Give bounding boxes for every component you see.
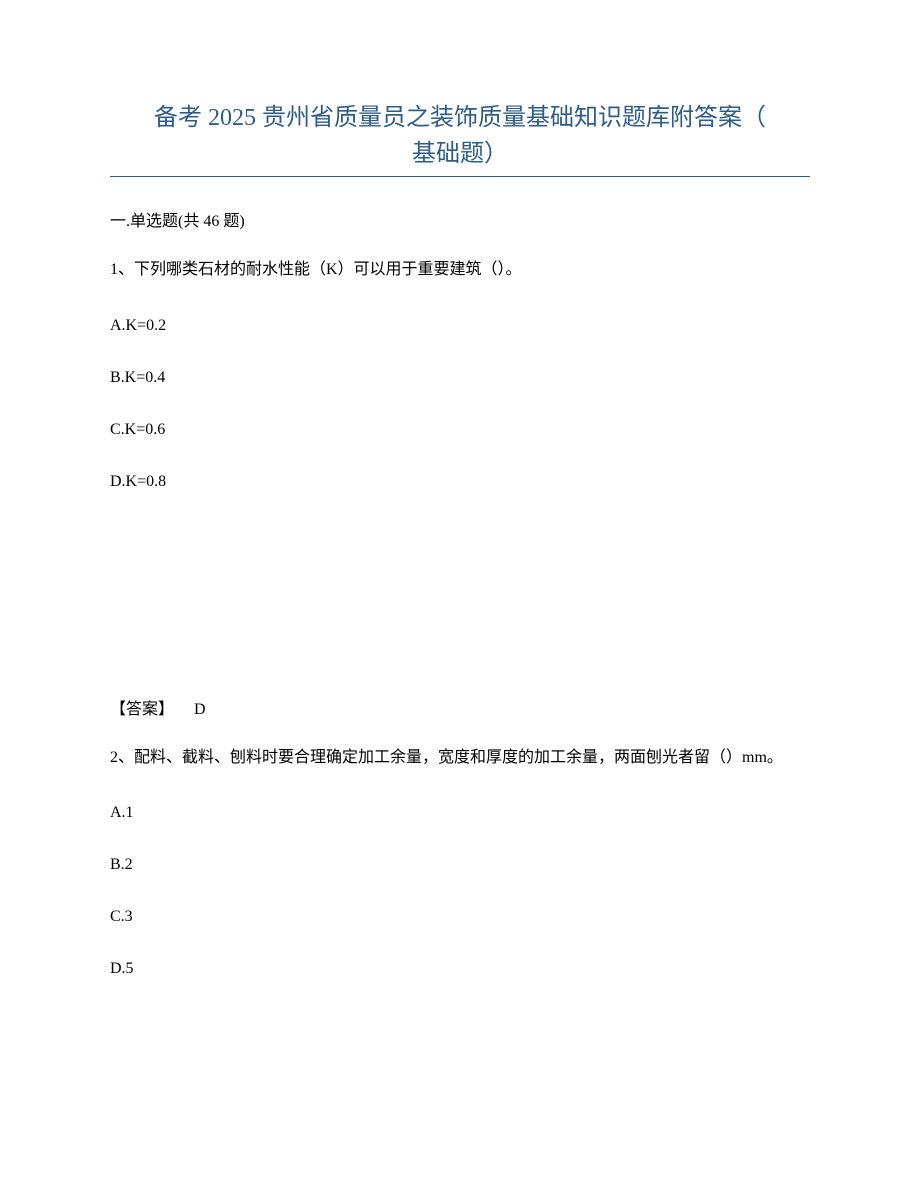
answer-value: D [194,701,206,718]
question-2-option-c: C.3 [110,908,810,926]
question-1-option-a: A.K=0.2 [110,317,810,335]
spacing-gap [110,525,810,695]
question-1-option-d: D.K=0.8 [110,473,810,491]
question-1-answer: 【答案】 D [110,695,810,719]
question-2-option-b: B.2 [110,856,810,874]
title-line-2: 基础题） [412,141,508,167]
title-underline [110,176,810,177]
question-2-option-a: A.1 [110,804,810,822]
section-header: 一.单选题(共 46 题) [110,207,810,231]
title-line-1: 备考 2025 贵州省质量员之装饰质量基础知识题库附答案（ [154,105,766,131]
question-1-option-c: C.K=0.6 [110,421,810,439]
document-title: 备考 2025 贵州省质量员之装饰质量基础知识题库附答案（ 基础题） [110,100,810,172]
answer-label: 【答案】 [110,701,174,718]
question-1-option-b: B.K=0.4 [110,369,810,387]
question-1-text: 1、下列哪类石材的耐水性能（K）可以用于重要建筑（）。 [110,257,810,283]
question-2-option-d: D.5 [110,960,810,978]
question-2-text: 2、配料、截料、刨料时要合理确定加工余量，宽度和厚度的加工余量，两面刨光者留（）… [110,745,810,771]
